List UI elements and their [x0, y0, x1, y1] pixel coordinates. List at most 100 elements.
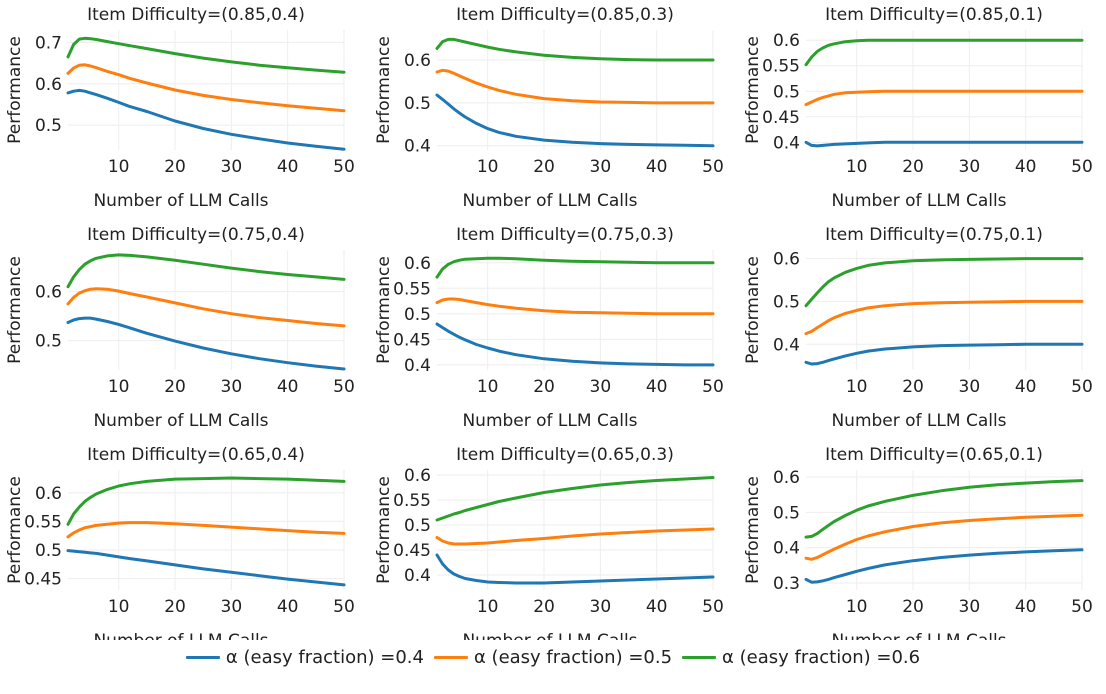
legend-swatch-1 — [433, 655, 468, 659]
x-tick-label-5-0: 10 — [846, 377, 868, 397]
legend-item-1[interactable]: α (easy fraction) =0.5 — [433, 647, 672, 668]
series-line-0-2 — [66, 36, 346, 74]
series-line-8-2 — [804, 479, 1084, 539]
y-tick-label-7-3: 0.55 — [393, 491, 431, 511]
y-tick-label-4-2: 0.5 — [404, 305, 431, 325]
series-line-6-2 — [66, 476, 346, 526]
x-tick-label-3-3: 40 — [277, 377, 299, 397]
x-axis-label-1: Number of LLM Calls — [462, 191, 637, 211]
x-tick-label-1-4: 50 — [702, 157, 724, 177]
subplot-title-0: Item Difficulty=(0.85,0.4) — [87, 5, 305, 25]
x-tick-label-8-0: 10 — [846, 597, 868, 617]
y-tick-label-2-1: 0.45 — [762, 108, 800, 128]
x-tick-label-7-3: 40 — [646, 597, 668, 617]
x-tick-label-0-0: 10 — [108, 157, 130, 177]
y-tick-label-3-0: 0.5 — [35, 332, 62, 352]
series-line-8-1 — [804, 513, 1084, 561]
chart-figure: 10 20 30 40 50 0.5 0.6 0.7 Item Difficulty=(0.85… — [5, 5, 1093, 640]
y-tick-label-6-2: 0.55 — [24, 512, 62, 532]
y-tick-label-8-2: 0.5 — [773, 503, 800, 523]
y-tick-label-6-3: 0.6 — [35, 484, 62, 504]
series-line-7-1 — [435, 527, 715, 546]
x-tick-label-4-1: 20 — [533, 377, 555, 397]
subplot-title-4: Item Difficulty=(0.75,0.3) — [456, 225, 674, 245]
x-tick-label-4-3: 40 — [646, 377, 668, 397]
subplot-3: 10 20 30 40 50 0.5 0.6 Item Difficulty=(0.75,0.… — [5, 225, 355, 431]
x-tick-label-1-0: 10 — [477, 157, 499, 177]
x-tick-label-6-1: 20 — [164, 597, 186, 617]
x-tick-label-0-2: 30 — [221, 157, 243, 177]
y-tick-label-6-1: 0.5 — [35, 541, 62, 561]
x-tick-label-5-3: 40 — [1015, 377, 1037, 397]
x-tick-label-8-4: 50 — [1071, 597, 1093, 617]
legend-swatch-2 — [682, 655, 717, 659]
y-tick-label-1-1: 0.5 — [404, 94, 431, 114]
subplot-7: 10 20 30 40 50 0.4 0.45 0.5 0.55 0.6 Item Difficul… — [374, 445, 724, 640]
series-line-4-1 — [435, 297, 715, 316]
series-line-1-2 — [435, 37, 715, 62]
series-line-0-0 — [66, 88, 346, 151]
x-tick-label-2-2: 30 — [959, 157, 981, 177]
series-line-4-0 — [435, 322, 715, 367]
x-tick-label-6-4: 50 — [333, 597, 355, 617]
y-tick-label-7-2: 0.5 — [404, 516, 431, 536]
x-tick-label-8-2: 30 — [959, 597, 981, 617]
subplot-5: 10 20 30 40 50 0.4 0.5 0.6 Item Difficulty=(0.75… — [743, 225, 1093, 431]
x-tick-label-5-2: 30 — [959, 377, 981, 397]
y-tick-label-4-4: 0.6 — [404, 254, 431, 274]
x-tick-label-0-3: 40 — [277, 157, 299, 177]
y-axis-label-2: Performance — [743, 36, 763, 144]
x-tick-label-2-4: 50 — [1071, 157, 1093, 177]
subplot-title-8: Item Difficulty=(0.65,0.1) — [825, 445, 1043, 465]
series-line-4-2 — [435, 256, 715, 279]
y-axis-label-5: Performance — [743, 256, 763, 364]
series-line-5-1 — [804, 299, 1084, 336]
series-line-3-1 — [66, 287, 346, 328]
y-tick-label-2-3: 0.55 — [762, 57, 800, 77]
y-axis-label-0: Performance — [5, 36, 25, 144]
x-axis-label-5: Number of LLM Calls — [831, 411, 1006, 431]
x-tick-label-6-3: 40 — [277, 597, 299, 617]
subplot-title-6: Item Difficulty=(0.65,0.4) — [87, 445, 305, 465]
subplot-0: 10 20 30 40 50 0.5 0.6 0.7 Item Difficulty=(0.85… — [5, 5, 355, 211]
series-line-8-0 — [804, 548, 1084, 584]
y-tick-label-0-1: 0.6 — [35, 75, 62, 95]
x-axis-label-8: Number of LLM Calls — [831, 631, 1006, 640]
x-tick-label-4-0: 10 — [477, 377, 499, 397]
y-axis-label-1: Performance — [374, 36, 394, 144]
subplot-title-1: Item Difficulty=(0.85,0.3) — [456, 5, 674, 25]
y-tick-label-6-0: 0.45 — [24, 570, 62, 590]
x-axis-label-0: Number of LLM Calls — [93, 191, 268, 211]
series-line-7-2 — [435, 476, 715, 522]
x-axis-label-6: Number of LLM Calls — [93, 631, 268, 640]
x-tick-label-4-4: 50 — [702, 377, 724, 397]
subplot-8: 10 20 30 40 50 0.3 0.4 0.5 0.6 Item Difficulty=(0… — [743, 445, 1093, 640]
subplot-title-7: Item Difficulty=(0.65,0.3) — [456, 445, 674, 465]
series-line-5-0 — [804, 342, 1084, 366]
x-tick-label-2-0: 10 — [846, 157, 868, 177]
y-axis-label-8: Performance — [743, 476, 763, 584]
subplot-title-5: Item Difficulty=(0.75,0.1) — [825, 225, 1043, 245]
x-tick-label-2-3: 40 — [1015, 157, 1037, 177]
y-tick-label-2-4: 0.6 — [773, 31, 800, 51]
y-tick-label-0-0: 0.5 — [35, 116, 62, 136]
series-line-3-2 — [66, 253, 346, 289]
legend-item-0[interactable]: α (easy fraction) =0.4 — [185, 647, 424, 668]
x-axis-label-3: Number of LLM Calls — [93, 411, 268, 431]
subplot-4: 10 20 30 40 50 0.4 0.45 0.5 0.55 0.6 Item Difficul… — [374, 225, 724, 431]
y-tick-label-5-2: 0.6 — [773, 250, 800, 270]
y-tick-label-7-4: 0.6 — [404, 466, 431, 486]
x-tick-label-6-0: 10 — [108, 597, 130, 617]
series-line-7-0 — [435, 553, 715, 585]
y-axis-label-6: Performance — [5, 476, 25, 584]
legend-label-2: α (easy fraction) =0.6 — [722, 646, 921, 668]
series-line-6-1 — [66, 521, 346, 539]
legend-swatch-0 — [185, 655, 220, 659]
x-tick-label-3-0: 10 — [108, 377, 130, 397]
y-tick-label-4-3: 0.55 — [393, 279, 431, 299]
y-axis-label-4: Performance — [374, 256, 394, 364]
y-tick-label-4-1: 0.45 — [393, 330, 431, 350]
legend-item-2[interactable]: α (easy fraction) =0.6 — [682, 647, 920, 668]
x-tick-label-2-1: 20 — [902, 157, 924, 177]
subplot-title-2: Item Difficulty=(0.85,0.1) — [825, 5, 1043, 25]
